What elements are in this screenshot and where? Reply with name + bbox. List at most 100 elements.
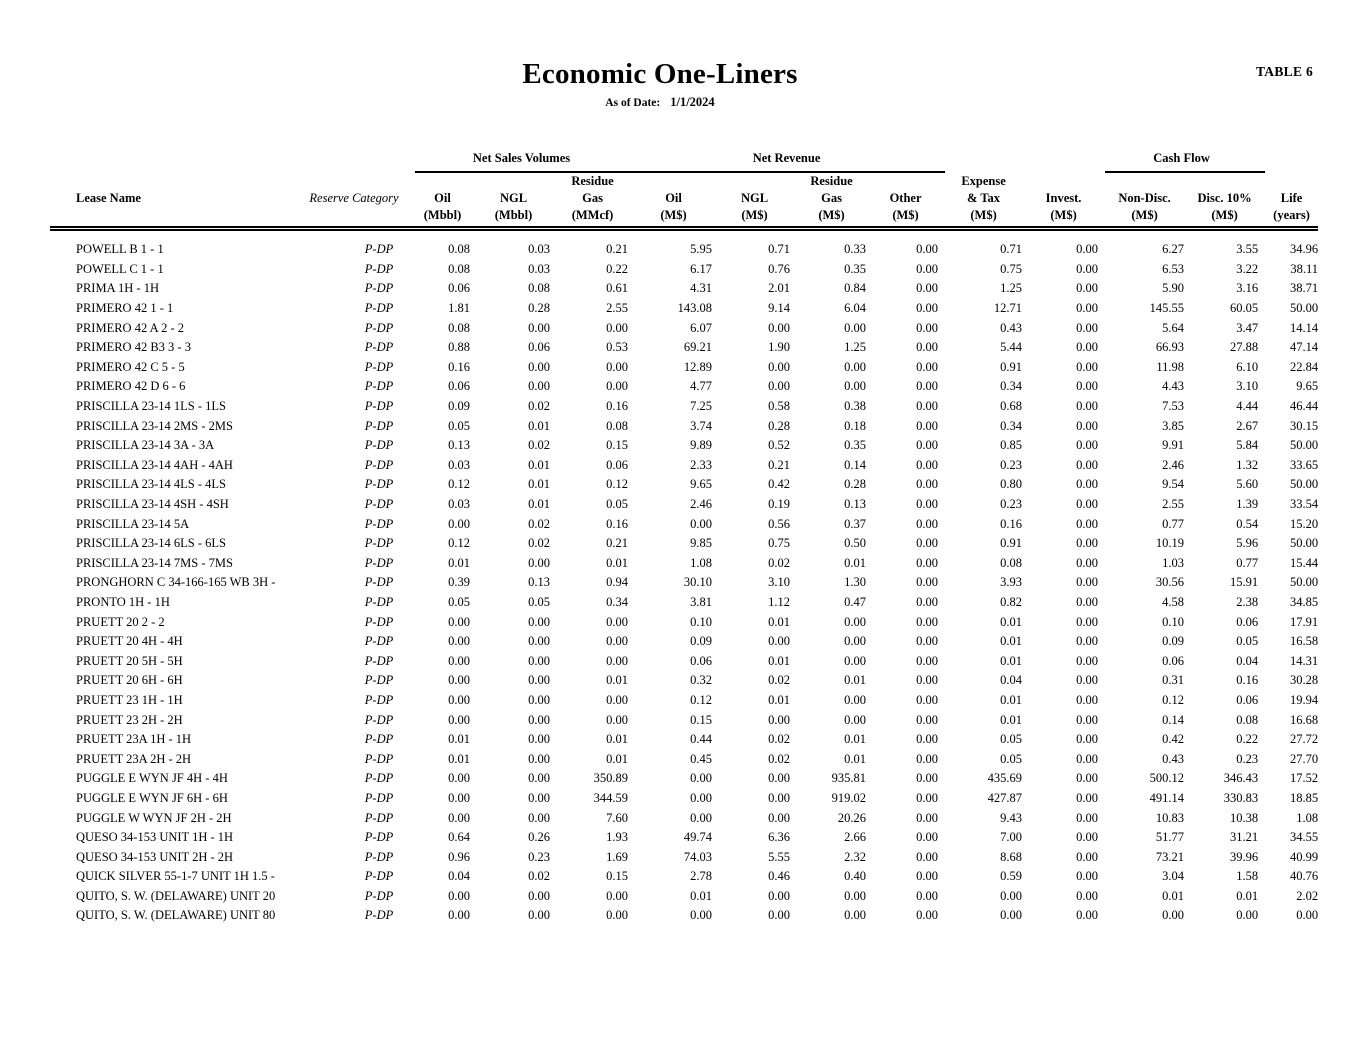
non-disc-cash-flow-cell: 7.53 xyxy=(1162,399,1185,414)
residue-gas-volume-cell: 0.61 xyxy=(606,281,629,296)
table-row: PRIMERO 42 A 2 - 2 P-DP 0.08 0.00 0.00 6.07 0.… xyxy=(50,318,1318,338)
life-cell: 14.31 xyxy=(1289,653,1319,668)
oil-revenue-cell: 0.09 xyxy=(690,634,713,649)
ngl-revenue-cell: 1.12 xyxy=(768,594,791,609)
residue-gas-volume-cell: 0.00 xyxy=(606,359,629,374)
residue-gas-revenue-cell: 0.33 xyxy=(844,242,867,257)
invest-cell: 0.00 xyxy=(1076,653,1099,668)
ngl-revenue-cell: 0.46 xyxy=(768,869,791,884)
disc-10-cash-flow-cell: 1.39 xyxy=(1236,497,1259,512)
oil-revenue-cell: 143.08 xyxy=(677,301,713,316)
col-residue-gas-revenue: Residue Gas (M$) xyxy=(797,172,874,231)
residue-gas-volume-cell: 350.89 xyxy=(593,771,629,786)
col-other-revenue: Other (M$) xyxy=(873,172,946,231)
residue-gas-volume-cell: 0.00 xyxy=(606,614,629,629)
other-revenue-cell: 0.00 xyxy=(916,614,939,629)
other-revenue-cell: 0.00 xyxy=(916,790,939,805)
table-row: PRISCILLA 23-14 4AH - 4AH P-DP 0.03 0.01 0.0… xyxy=(50,456,1318,476)
lease-name-cell: PRISCILLA 23-14 4LS - 4LS xyxy=(76,477,227,492)
invest-cell: 0.00 xyxy=(1076,908,1099,923)
other-revenue-cell: 0.00 xyxy=(916,379,939,394)
expense-tax-cell: 0.71 xyxy=(1000,242,1023,257)
residue-gas-volume-cell: 0.01 xyxy=(606,751,629,766)
non-disc-cash-flow-cell: 5.64 xyxy=(1162,320,1185,335)
non-disc-cash-flow-cell: 0.77 xyxy=(1162,516,1185,531)
lease-name-cell: PRISCILLA 23-14 6LS - 6LS xyxy=(76,536,227,551)
residue-gas-revenue-cell: 0.84 xyxy=(844,281,867,296)
residue-gas-volume-cell: 0.00 xyxy=(606,634,629,649)
lease-name-cell: PRISCILLA 23-14 7MS - 7MS xyxy=(76,555,233,570)
non-disc-cash-flow-cell: 0.42 xyxy=(1162,732,1185,747)
ngl-volume-cell: 0.00 xyxy=(528,888,550,903)
reserve-category-cell: P-DP xyxy=(364,869,394,884)
oil-revenue-cell: 0.32 xyxy=(690,673,713,688)
reserve-category-cell: P-DP xyxy=(364,536,394,551)
non-disc-cash-flow-cell: 51.77 xyxy=(1155,830,1185,845)
oil-volume-cell: 0.06 xyxy=(448,379,470,394)
residue-gas-volume-cell: 1.93 xyxy=(606,830,629,845)
lease-name-cell: POWELL B 1 - 1 xyxy=(76,242,164,257)
non-disc-cash-flow-cell: 9.54 xyxy=(1162,477,1185,492)
other-revenue-cell: 0.00 xyxy=(916,810,939,825)
ngl-revenue-cell: 0.56 xyxy=(768,516,791,531)
other-revenue-cell: 0.00 xyxy=(916,457,939,472)
col-oil-revenue: Oil (M$) xyxy=(635,172,720,231)
residue-gas-revenue-cell: 0.35 xyxy=(844,438,867,453)
invest-cell: 0.00 xyxy=(1076,438,1099,453)
ngl-volume-cell: 0.03 xyxy=(528,261,550,276)
oil-volume-cell: 0.03 xyxy=(448,457,470,472)
col-oil-volume: Oil (Mbbl) xyxy=(415,172,477,231)
ngl-volume-cell: 0.00 xyxy=(528,673,550,688)
reserve-category-cell: P-DP xyxy=(364,732,394,747)
oil-volume-cell: 0.12 xyxy=(448,536,470,551)
col-ngl-volume: NGL (Mbbl) xyxy=(477,172,557,231)
lease-name-cell: PRISCILLA 23-14 2MS - 2MS xyxy=(76,418,233,433)
ngl-revenue-cell: 0.02 xyxy=(768,673,791,688)
residue-gas-revenue-cell: 0.00 xyxy=(844,359,867,374)
non-disc-cash-flow-cell: 0.10 xyxy=(1162,614,1185,629)
economics-table: Net Sales Volumes Net Revenue Cash Flow … xyxy=(50,150,1319,926)
col-invest: Invest. (M$) xyxy=(1029,172,1106,231)
expense-tax-cell: 0.43 xyxy=(1000,320,1023,335)
lease-name-cell: PRUETT 23 2H - 2H xyxy=(76,712,183,727)
ngl-volume-cell: 0.00 xyxy=(528,320,550,335)
disc-10-cash-flow-cell: 3.55 xyxy=(1236,242,1259,257)
table-row: QUITO, S. W. (DELAWARE) UNIT 80 P-DP 0.00 0… xyxy=(50,906,1318,926)
invest-cell: 0.00 xyxy=(1076,751,1099,766)
invest-cell: 0.00 xyxy=(1076,830,1099,845)
oil-volume-cell: 0.00 xyxy=(448,771,470,786)
life-cell: 38.11 xyxy=(1290,261,1319,276)
table-number-label: TABLE 6 xyxy=(1256,64,1313,79)
invest-cell: 0.00 xyxy=(1076,359,1099,374)
life-cell: 50.00 xyxy=(1289,301,1319,316)
oil-volume-cell: 0.39 xyxy=(448,575,470,590)
oil-volume-cell: 0.00 xyxy=(448,712,470,727)
expense-tax-cell: 0.91 xyxy=(1000,536,1023,551)
lease-name-cell: PRISCILLA 23-14 1LS - 1LS xyxy=(76,399,227,414)
disc-10-cash-flow-cell: 6.10 xyxy=(1236,359,1259,374)
residue-gas-revenue-cell: 0.00 xyxy=(844,634,867,649)
oil-volume-cell: 0.05 xyxy=(448,418,470,433)
table-row: PUGGLE W WYN JF 2H - 2H P-DP 0.00 0.00 7.60 0… xyxy=(50,808,1318,828)
ngl-volume-cell: 0.05 xyxy=(528,594,550,609)
oil-revenue-cell: 0.00 xyxy=(690,790,713,805)
invest-cell: 0.00 xyxy=(1076,261,1099,276)
group-net-sales-volumes: Net Sales Volumes xyxy=(415,150,636,173)
non-disc-cash-flow-cell: 0.09 xyxy=(1162,634,1185,649)
life-cell: 15.44 xyxy=(1289,555,1319,570)
expense-tax-cell: 8.68 xyxy=(1000,849,1023,864)
lease-name-cell: PRUETT 23A 2H - 2H xyxy=(76,751,192,766)
reserve-category-cell: P-DP xyxy=(364,712,394,727)
other-revenue-cell: 0.00 xyxy=(916,830,939,845)
life-cell: 50.00 xyxy=(1289,575,1319,590)
invest-cell: 0.00 xyxy=(1076,888,1099,903)
other-revenue-cell: 0.00 xyxy=(916,712,939,727)
oil-volume-cell: 0.13 xyxy=(448,438,470,453)
ngl-volume-cell: 0.02 xyxy=(528,869,550,884)
disc-10-cash-flow-cell: 346.43 xyxy=(1223,771,1259,786)
disc-10-cash-flow-cell: 15.91 xyxy=(1229,575,1259,590)
as-of-date-value: 1/1/2024 xyxy=(670,95,715,109)
other-revenue-cell: 0.00 xyxy=(916,281,939,296)
residue-gas-volume-cell: 0.00 xyxy=(606,712,629,727)
reserve-category-cell: P-DP xyxy=(364,810,394,825)
